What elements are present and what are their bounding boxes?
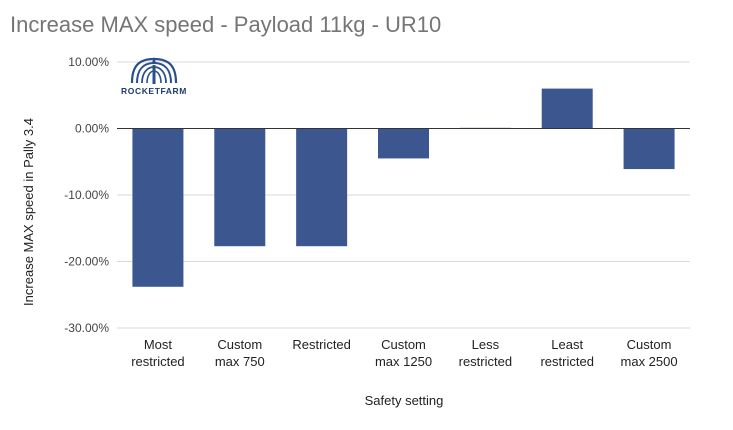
x-axis-label: Safety setting	[365, 393, 444, 408]
logo-text: ROCKETFARM	[121, 86, 187, 96]
x-tick-label: Less restricted	[459, 337, 512, 369]
y-tick-label: -30.00%	[64, 321, 109, 335]
x-tick-label: Custom max 1250	[375, 337, 432, 369]
y-tick-label: -10.00%	[64, 188, 109, 202]
x-tick-label: Custom max 750	[215, 337, 265, 369]
x-tick-label: Most restricted	[131, 337, 184, 369]
x-tick-label: Least restricted	[540, 337, 593, 369]
bar	[132, 128, 184, 287]
bar	[214, 128, 266, 247]
y-tick-label: -20.00%	[64, 255, 109, 269]
category-labels: Most restricted Custom max 750 Restricted Cus…	[131, 337, 677, 369]
bar	[378, 128, 429, 159]
y-tick-label: 0.00%	[75, 122, 109, 136]
bars	[132, 88, 675, 287]
chart-title: Increase MAX speed - Payload 11kg - UR10	[10, 12, 441, 37]
rocketfarm-logo: ROCKETFARM	[121, 57, 187, 96]
x-tick-label: Restricted	[292, 337, 351, 352]
y-axis-label: Increase MAX speed in Pally 3.4	[21, 118, 36, 306]
y-tick-label: 10.00%	[68, 55, 109, 69]
bar	[623, 128, 675, 170]
rocket-icon	[130, 57, 178, 84]
y-tick-labels: 10.00% 0.00% -10.00% -20.00% -30.00%	[64, 55, 109, 335]
grid	[117, 61, 690, 329]
x-tick-label: Custom max 2500	[621, 337, 678, 369]
bar	[541, 88, 593, 129]
bar	[296, 128, 348, 247]
